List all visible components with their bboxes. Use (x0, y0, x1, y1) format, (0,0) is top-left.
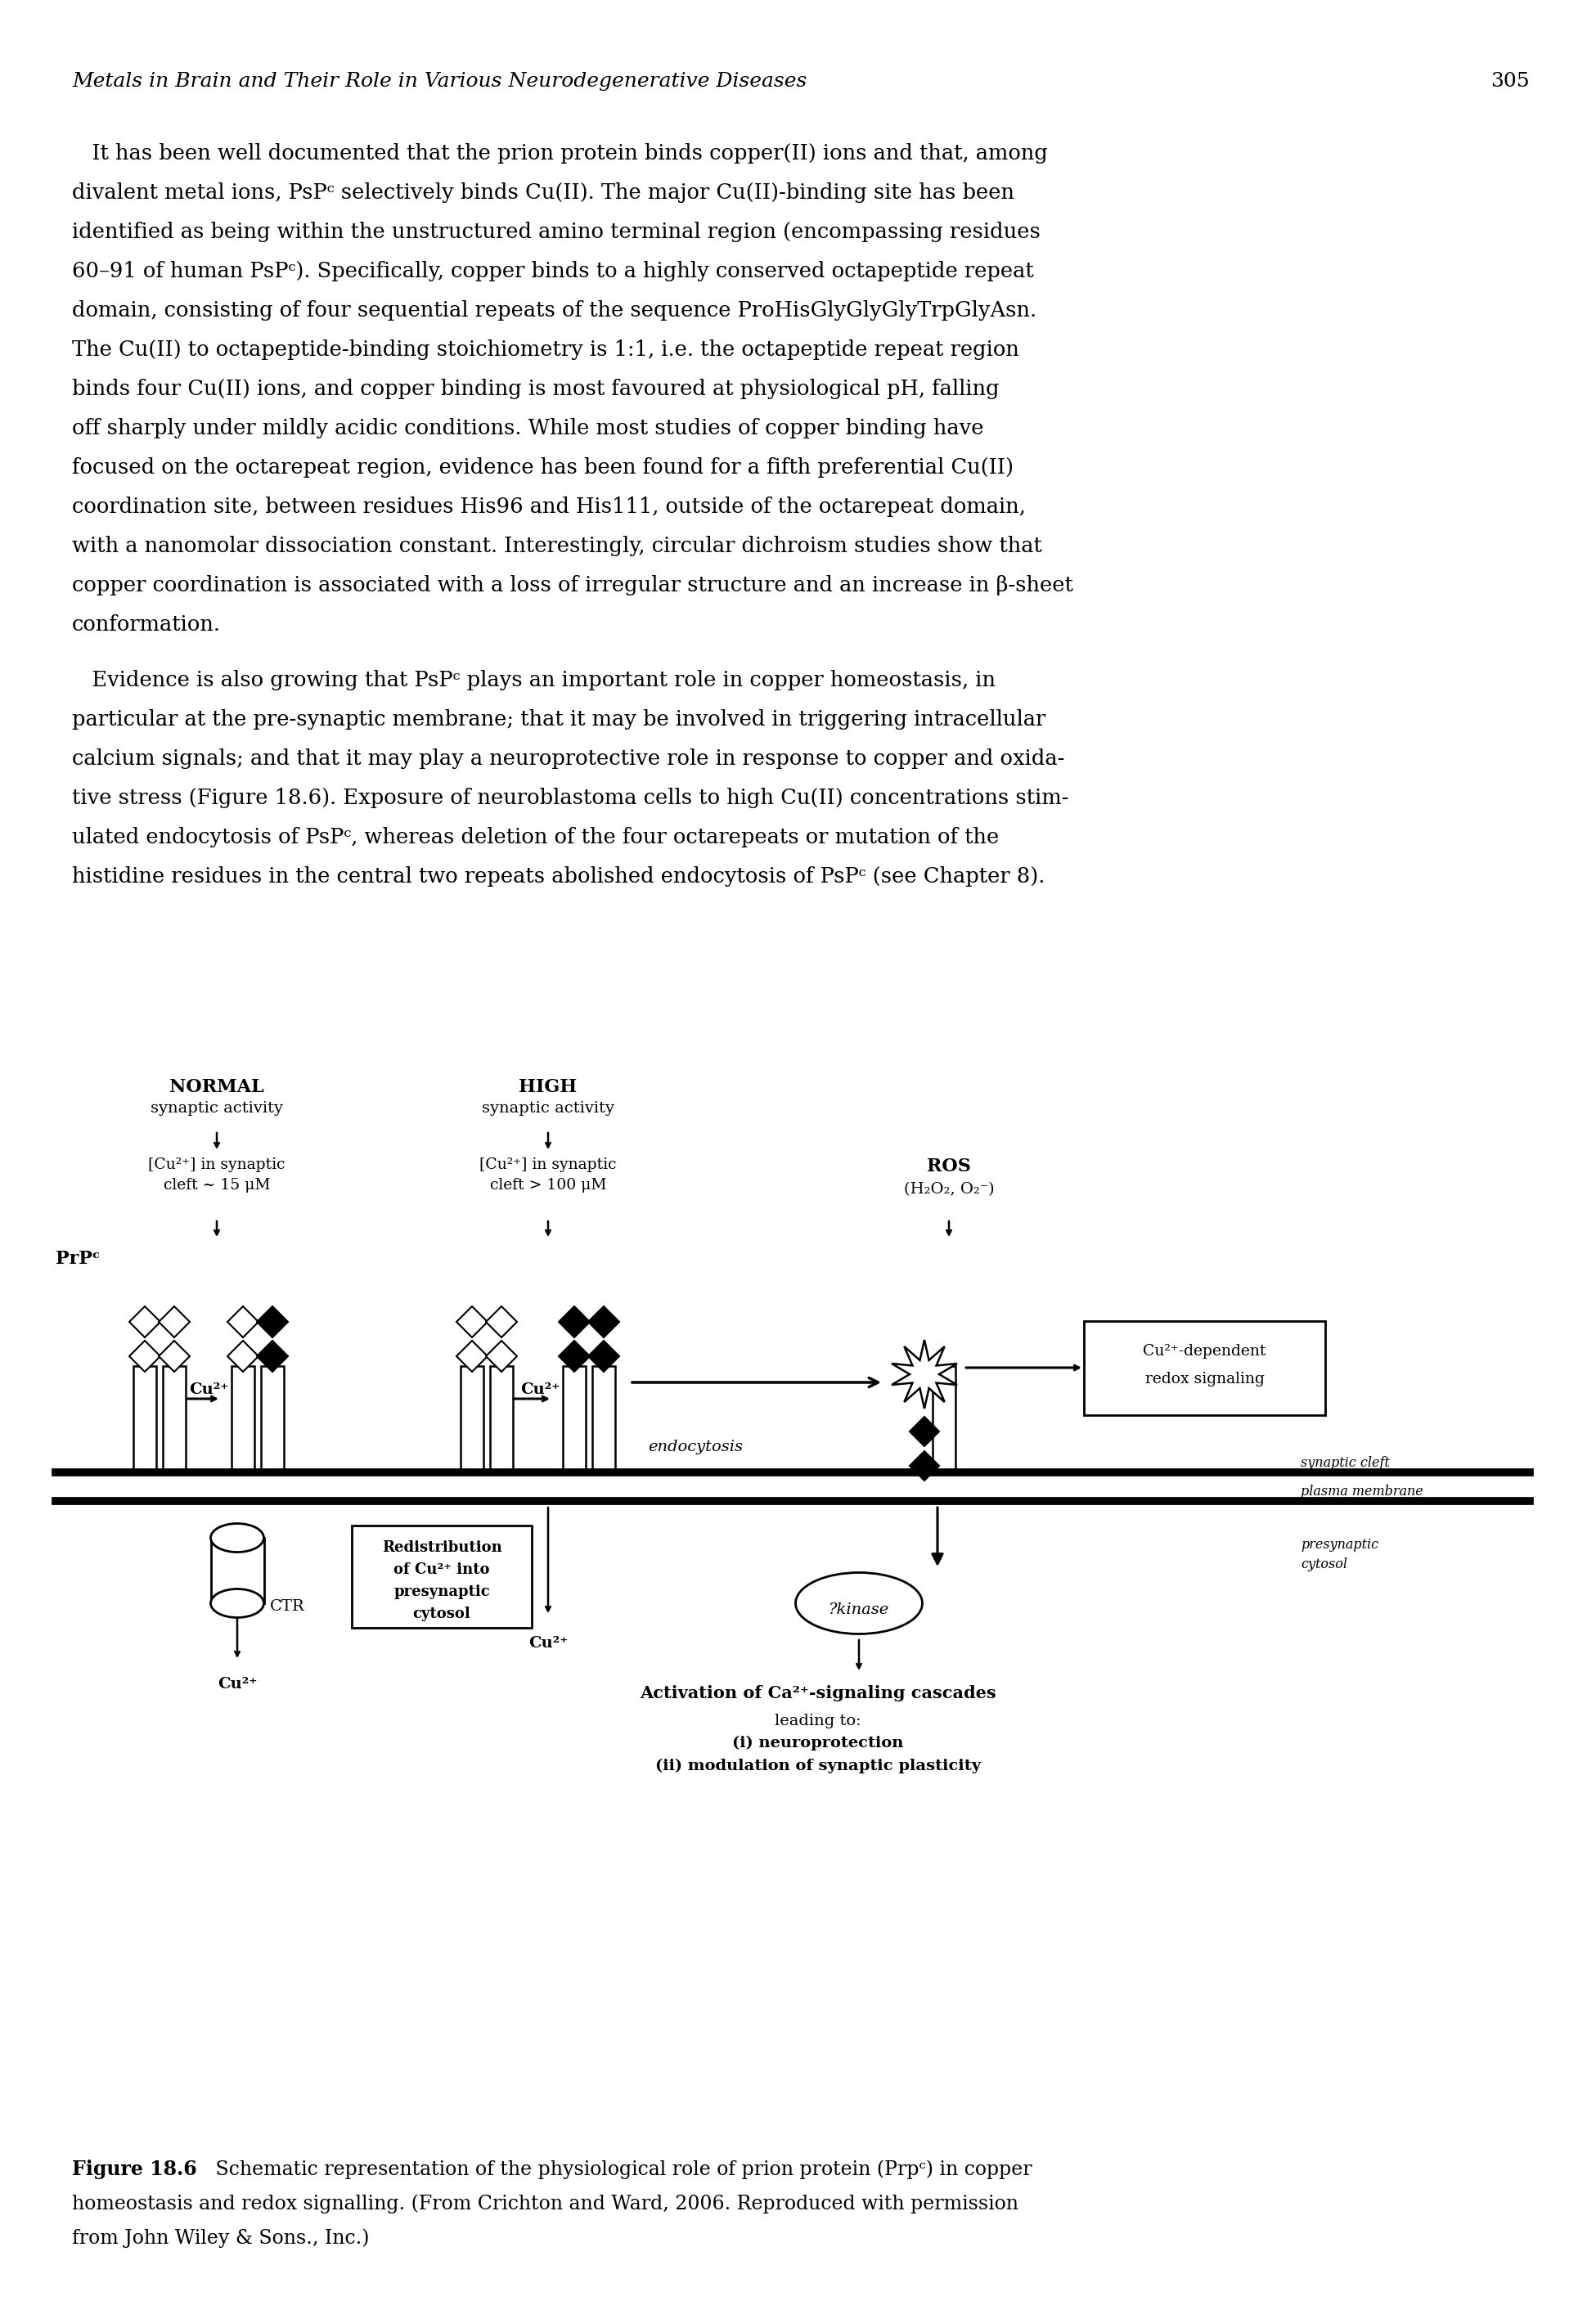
Ellipse shape (211, 1524, 263, 1551)
Ellipse shape (211, 1589, 263, 1619)
Text: Figure 18.6: Figure 18.6 (72, 2159, 196, 2180)
Bar (134, 1366, 156, 1473)
Text: calcium signals; and that it may play a neuroprotective role in response to copp: calcium signals; and that it may play a … (72, 749, 1065, 770)
Text: Redistribution: Redistribution (381, 1540, 501, 1556)
Text: cleft ~ 15 μM: cleft ~ 15 μM (163, 1178, 270, 1192)
Text: leading to:: leading to: (774, 1714, 862, 1728)
Text: divalent metal ions, PsPᶜ selectively binds Cu(II). The major Cu(II)-binding sit: divalent metal ions, PsPᶜ selectively bi… (72, 183, 1015, 202)
Text: conformation.: conformation. (72, 615, 220, 635)
Text: histidine residues in the central two repeats abolished endocytosis of PsPᶜ (see: histidine residues in the central two re… (72, 867, 1045, 886)
Text: 60–91 of human PsPᶜ). Specifically, copper binds to a highly conserved octapepti: 60–91 of human PsPᶜ). Specifically, copp… (72, 262, 1034, 281)
Polygon shape (257, 1340, 287, 1373)
Bar (262, 1366, 284, 1473)
Text: identified as being within the unstructured amino terminal region (encompassing : identified as being within the unstructu… (72, 223, 1041, 241)
Text: tive stress (Figure 18.6). Exposure of neuroblastoma cells to high Cu(II) concen: tive stress (Figure 18.6). Exposure of n… (72, 788, 1069, 809)
Text: synaptic cleft: synaptic cleft (1301, 1456, 1390, 1470)
Polygon shape (485, 1340, 517, 1373)
Text: endocytosis: endocytosis (648, 1440, 742, 1454)
Text: copper coordination is associated with a loss of irregular structure and an incr: copper coordination is associated with a… (72, 575, 1073, 596)
Text: ?kinase: ?kinase (828, 1602, 889, 1616)
Text: Metals in Brain and Their Role in Various Neurodegenerative Diseases: Metals in Brain and Their Role in Variou… (72, 72, 808, 90)
Polygon shape (227, 1306, 259, 1338)
Polygon shape (589, 1340, 619, 1373)
Bar (490, 1366, 512, 1473)
Text: Evidence is also growing that PsPᶜ plays an important role in copper homeostasis: Evidence is also growing that PsPᶜ plays… (72, 670, 996, 691)
Polygon shape (227, 1340, 259, 1373)
Text: HIGH: HIGH (519, 1078, 578, 1097)
Text: CTR: CTR (270, 1600, 305, 1614)
Text: (H₂O₂, O₂⁻): (H₂O₂, O₂⁻) (903, 1183, 994, 1197)
Text: Cu²⁺-dependent: Cu²⁺-dependent (1143, 1345, 1266, 1359)
Text: binds four Cu(II) ions, and copper binding is most favoured at physiological pH,: binds four Cu(II) ions, and copper bindi… (72, 378, 999, 399)
Text: [Cu²⁺] in synaptic: [Cu²⁺] in synaptic (479, 1157, 616, 1171)
Polygon shape (910, 1417, 938, 1447)
Polygon shape (559, 1340, 591, 1373)
Polygon shape (559, 1306, 591, 1338)
Polygon shape (485, 1306, 517, 1338)
Text: redox signaling: redox signaling (1144, 1373, 1264, 1387)
Polygon shape (456, 1340, 487, 1373)
Polygon shape (910, 1452, 938, 1480)
Text: Cu²⁺: Cu²⁺ (528, 1635, 568, 1651)
Polygon shape (257, 1306, 287, 1338)
Text: presynaptic: presynaptic (1301, 1537, 1379, 1551)
Bar (932, 1366, 956, 1473)
Polygon shape (589, 1306, 619, 1338)
Text: [Cu²⁺] in synaptic: [Cu²⁺] in synaptic (148, 1157, 286, 1171)
Text: focused on the octarepeat region, evidence has been found for a fifth preferenti: focused on the octarepeat region, eviden… (72, 457, 1013, 478)
Bar (231, 1366, 254, 1473)
Text: Cu²⁺: Cu²⁺ (520, 1382, 560, 1396)
Text: (ii) modulation of synaptic plasticity: (ii) modulation of synaptic plasticity (656, 1758, 982, 1774)
Text: presynaptic: presynaptic (394, 1584, 490, 1600)
Bar (163, 1366, 185, 1473)
Text: ulated endocytosis of PsPᶜ, whereas deletion of the four octarepeats or mutation: ulated endocytosis of PsPᶜ, whereas dele… (72, 828, 999, 846)
Text: domain, consisting of four sequential repeats of the sequence ProHisGlyGlyGlyTrp: domain, consisting of four sequential re… (72, 299, 1036, 320)
Text: cleft > 100 μM: cleft > 100 μM (490, 1178, 606, 1192)
Text: cytosol: cytosol (413, 1607, 471, 1621)
Text: particular at the pre-synaptic membrane; that it may be involved in triggering i: particular at the pre-synaptic membrane;… (72, 710, 1045, 730)
Bar (592, 1366, 614, 1473)
Text: synaptic activity: synaptic activity (482, 1102, 614, 1115)
Text: with a nanomolar dissociation constant. Interestingly, circular dichroism studie: with a nanomolar dissociation constant. … (72, 536, 1042, 557)
Text: coordination site, between residues His96 and His111, outside of the octarepeat : coordination site, between residues His9… (72, 496, 1026, 517)
Bar (351, 1526, 531, 1628)
Text: from John Wiley & Sons., Inc.): from John Wiley & Sons., Inc.) (72, 2229, 369, 2247)
Text: The Cu(II) to octapeptide-binding stoichiometry is 1:1, i.e. the octapeptide rep: The Cu(II) to octapeptide-binding stoich… (72, 339, 1020, 359)
Text: ROS: ROS (927, 1157, 970, 1176)
Text: plasma membrane: plasma membrane (1301, 1484, 1424, 1498)
Text: PrPᶜ: PrPᶜ (56, 1250, 101, 1268)
Text: synaptic activity: synaptic activity (150, 1102, 282, 1115)
Bar (211, 1537, 265, 1602)
Text: homeostasis and redox signalling. (From Crichton and Ward, 2006. Reproduced with: homeostasis and redox signalling. (From … (72, 2194, 1018, 2212)
Text: Cu²⁺: Cu²⁺ (217, 1677, 257, 1691)
Text: of Cu²⁺ into: of Cu²⁺ into (394, 1563, 490, 1577)
Ellipse shape (795, 1572, 922, 1635)
Text: off sharply under mildly acidic conditions. While most studies of copper binding: off sharply under mildly acidic conditio… (72, 417, 983, 438)
Polygon shape (456, 1306, 487, 1338)
Polygon shape (158, 1340, 190, 1373)
Polygon shape (892, 1340, 958, 1408)
Text: Schematic representation of the physiological role of prion protein (Prpᶜ) in co: Schematic representation of the physiolo… (209, 2159, 1033, 2180)
Polygon shape (129, 1340, 160, 1373)
Bar (1084, 1322, 1325, 1415)
Bar (461, 1366, 484, 1473)
Bar (563, 1366, 586, 1473)
Text: Activation of Ca²⁺-signaling cascades: Activation of Ca²⁺-signaling cascades (640, 1686, 996, 1702)
Text: cytosol: cytosol (1301, 1558, 1347, 1572)
Text: NORMAL: NORMAL (169, 1078, 263, 1097)
Text: 305: 305 (1491, 72, 1529, 90)
Polygon shape (158, 1306, 190, 1338)
Text: Cu²⁺: Cu²⁺ (188, 1382, 228, 1396)
Text: (i) neuroprotection: (i) neuroprotection (733, 1737, 903, 1751)
Polygon shape (129, 1306, 160, 1338)
Text: It has been well documented that the prion protein binds copper(II) ions and tha: It has been well documented that the pri… (72, 144, 1049, 165)
